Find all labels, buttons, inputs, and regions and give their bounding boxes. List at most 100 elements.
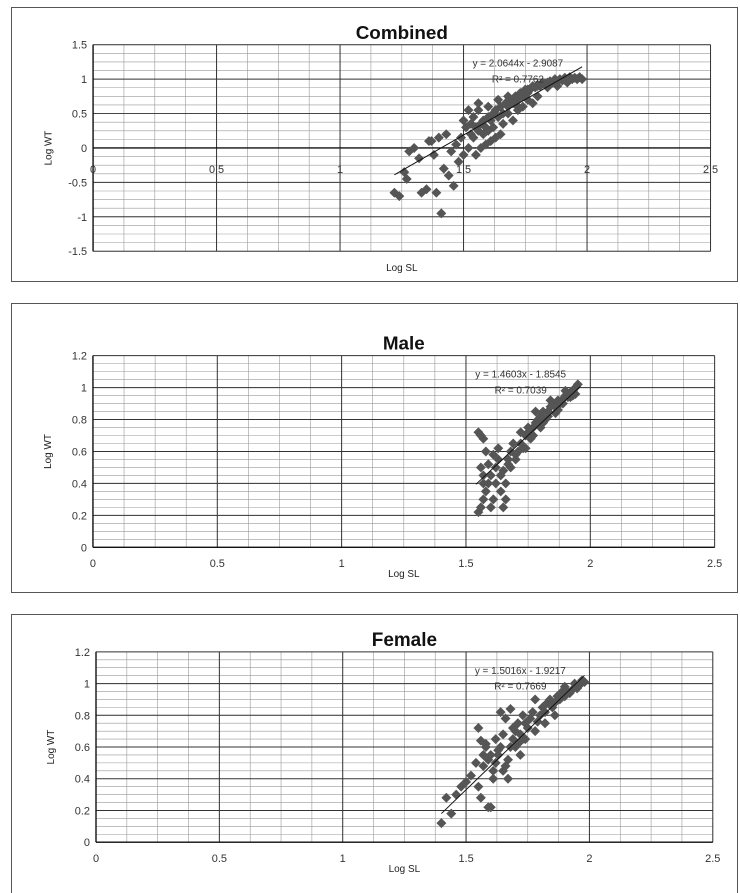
male-data-point <box>488 449 499 460</box>
male-y-tick-label: 0.6 <box>72 446 87 458</box>
combined-x-tick-label: 0 <box>90 164 96 176</box>
male-data-point <box>478 470 489 481</box>
combined-x-tick-label: 1 <box>337 164 343 176</box>
female-data-point <box>485 802 496 813</box>
female-data-point <box>475 792 486 803</box>
female-data-point <box>441 792 452 803</box>
male-y-tick-label: 1.2 <box>72 351 87 363</box>
female-data-point <box>493 745 504 756</box>
male-data-point <box>490 478 501 489</box>
female-r-squared: R² = 0.7669 <box>494 682 547 693</box>
female-x-tick-label: 1 <box>340 853 346 865</box>
combined-y-tick-label: 1 <box>81 74 87 86</box>
combined-data-point <box>480 122 491 133</box>
male-data-point <box>483 459 494 470</box>
female-data-point <box>470 757 481 768</box>
female-y-tick-label: 0.8 <box>75 710 90 722</box>
combined-y-tick-label: -1 <box>77 212 87 224</box>
female-data-point <box>579 677 590 687</box>
combined-y-axis-label: Log WT <box>43 131 54 166</box>
female-points <box>436 675 590 829</box>
female-data-point <box>488 765 499 776</box>
combined-data-point <box>401 173 412 184</box>
male-y-axis-label: Log WT <box>43 434 54 469</box>
male-data-point <box>498 502 509 513</box>
combined-points <box>389 72 588 219</box>
combined-data-point <box>458 115 469 126</box>
combined-data-point <box>498 118 509 129</box>
female-trendline <box>441 675 585 814</box>
male-data-point <box>485 502 496 513</box>
male-x-tick-label: 2 <box>587 558 593 570</box>
male-trendline-equation: y = 1.4603x - 1.8545 <box>475 369 566 380</box>
combined-y-tick-label: 0 <box>81 143 87 155</box>
male-data-point <box>495 486 506 497</box>
combined-data-point <box>448 180 459 191</box>
female-data-point <box>461 776 472 787</box>
female-y-tick-label: 0.2 <box>75 805 90 817</box>
female-data-point <box>500 713 511 724</box>
combined-data-point <box>493 112 504 122</box>
male-x-tick-label: 1 <box>339 558 345 570</box>
female-data-point <box>540 718 551 729</box>
male-data-point <box>478 478 489 489</box>
female-x-tick-label: 0 <box>93 853 99 865</box>
male-data-point <box>480 486 491 497</box>
female-trendline-equation: y = 1.5016x - 1.9217 <box>475 666 566 677</box>
female-chart: 0 0.5 1 1.5 2 2.5 1.2 1 0.8 0.6 0.4 0.2 0 Female Log S… <box>46 630 720 875</box>
female-data-point <box>505 703 516 714</box>
female-x-tick-label: 2 <box>586 853 592 865</box>
combined-trendline <box>394 66 583 176</box>
female-x-tick-label: 0.5 <box>212 853 227 865</box>
male-chart-panel: 0 0.5 1 1.5 2 2.5 1.2 1 0.8 0.6 0.4 0.2 0 Male Log SL L… <box>11 303 738 593</box>
female-data-point <box>495 742 506 753</box>
combined-data-point <box>512 94 523 105</box>
male-data-point <box>535 422 546 433</box>
combined-x-tick-label: 2.5 <box>703 164 718 176</box>
male-data-point <box>478 494 489 505</box>
male-chart: 0 0.5 1 1.5 2 2.5 1.2 1 0.8 0.6 0.4 0.2 0 Male Log SL L… <box>43 333 722 580</box>
female-x-tick-label: 1.5 <box>458 853 473 865</box>
combined-data-point <box>493 94 504 105</box>
combined-y-tick-label: -0.5 <box>68 177 87 189</box>
combined-data-point <box>473 98 484 109</box>
male-data-point <box>515 427 526 438</box>
combined-data-point <box>426 136 437 147</box>
female-data-point <box>498 729 509 740</box>
female-data-point <box>530 726 541 737</box>
female-data-point <box>503 773 513 784</box>
female-x-axis-label: Log SL <box>389 864 421 875</box>
male-r-squared: R² = 0.7039 <box>495 385 548 396</box>
male-y-tick-label: 0.4 <box>72 478 87 490</box>
combined-y-tick-label: 0.5 <box>72 109 87 121</box>
female-y-tick-label: 0 <box>84 837 90 849</box>
female-y-axis-label: Log WT <box>46 730 57 765</box>
female-grid <box>95 651 714 843</box>
male-x-tick-label: 0 <box>90 558 96 570</box>
male-y-tick-label: 0 <box>81 542 87 554</box>
female-y-tick-label: 1 <box>84 679 90 691</box>
male-data-point <box>565 392 576 403</box>
female-data-point <box>530 694 541 705</box>
combined-data-point <box>428 149 439 160</box>
male-data-point <box>493 443 504 454</box>
male-x-tick-label: 1.5 <box>458 558 473 570</box>
male-data-point <box>500 478 511 489</box>
male-y-tick-label: 1 <box>81 383 87 395</box>
male-data-point <box>480 446 491 457</box>
combined-y-tick-label: 1.5 <box>72 40 87 52</box>
combined-chart-panel: 0 0.5 1 1.5 2 2.5 1.5 1 0.5 0 -0.5 -1 -1.5 Combined Lo… <box>11 7 738 282</box>
male-x-tick-label: 0.5 <box>210 558 225 570</box>
male-data-point <box>478 433 489 444</box>
combined-data-point <box>394 191 405 202</box>
male-data-point <box>500 494 511 505</box>
combined-y-tick-label: -1.5 <box>68 246 87 258</box>
female-data-point <box>436 818 447 829</box>
female-data-point <box>451 789 462 800</box>
combined-chart-title: Combined <box>356 22 448 43</box>
female-y-tick-label: 1.2 <box>75 647 90 659</box>
female-data-point <box>544 694 555 705</box>
combined-data-point <box>572 74 583 85</box>
male-x-tick-label: 2.5 <box>707 558 722 570</box>
male-data-point <box>545 395 556 406</box>
